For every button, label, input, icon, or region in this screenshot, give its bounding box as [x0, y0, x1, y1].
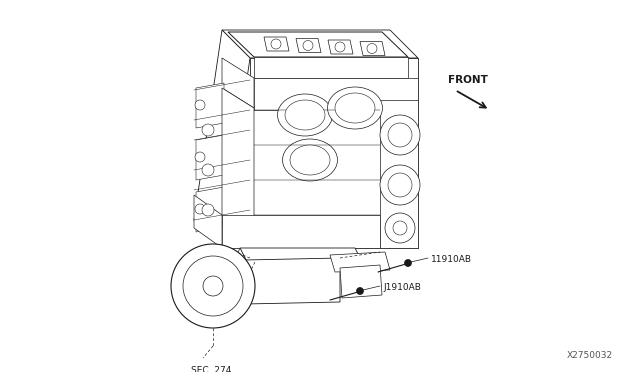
Polygon shape: [222, 30, 418, 58]
Circle shape: [335, 42, 345, 52]
Polygon shape: [328, 40, 353, 54]
Polygon shape: [194, 220, 418, 248]
Text: X2750032: X2750032: [567, 350, 613, 359]
Ellipse shape: [328, 87, 383, 129]
Circle shape: [195, 100, 205, 110]
Circle shape: [183, 256, 243, 316]
Circle shape: [380, 165, 420, 205]
Ellipse shape: [335, 93, 375, 123]
Circle shape: [202, 204, 214, 216]
Polygon shape: [194, 30, 250, 248]
Circle shape: [171, 244, 255, 328]
Ellipse shape: [285, 100, 325, 130]
Text: SEC. 274: SEC. 274: [191, 366, 232, 372]
Circle shape: [404, 260, 412, 266]
Polygon shape: [264, 37, 289, 51]
Polygon shape: [228, 32, 408, 57]
Circle shape: [195, 152, 205, 162]
Polygon shape: [296, 38, 321, 52]
Polygon shape: [240, 248, 365, 268]
Polygon shape: [196, 135, 224, 180]
Circle shape: [195, 204, 205, 214]
Text: J1910AB: J1910AB: [383, 283, 421, 292]
Circle shape: [271, 39, 281, 49]
Polygon shape: [194, 195, 222, 248]
Polygon shape: [196, 83, 224, 128]
Polygon shape: [330, 252, 390, 272]
Polygon shape: [196, 187, 224, 232]
Text: 11910AB: 11910AB: [431, 256, 472, 264]
Polygon shape: [250, 58, 418, 248]
Polygon shape: [228, 248, 250, 295]
Circle shape: [202, 124, 214, 136]
Circle shape: [367, 44, 377, 54]
Polygon shape: [254, 78, 418, 110]
Circle shape: [388, 123, 412, 147]
Circle shape: [388, 173, 412, 197]
Polygon shape: [254, 57, 408, 78]
Polygon shape: [380, 100, 418, 248]
Circle shape: [203, 276, 223, 296]
Circle shape: [202, 164, 214, 176]
Circle shape: [303, 41, 313, 51]
Circle shape: [393, 221, 407, 235]
Circle shape: [356, 288, 364, 295]
Polygon shape: [222, 58, 254, 108]
Ellipse shape: [290, 145, 330, 175]
Ellipse shape: [278, 94, 333, 136]
Ellipse shape: [282, 139, 337, 181]
Circle shape: [380, 115, 420, 155]
Polygon shape: [222, 215, 380, 248]
Polygon shape: [222, 88, 254, 248]
Circle shape: [385, 213, 415, 243]
Text: FRONT: FRONT: [448, 75, 488, 85]
Polygon shape: [245, 258, 340, 304]
Polygon shape: [360, 42, 385, 55]
Polygon shape: [340, 265, 382, 298]
